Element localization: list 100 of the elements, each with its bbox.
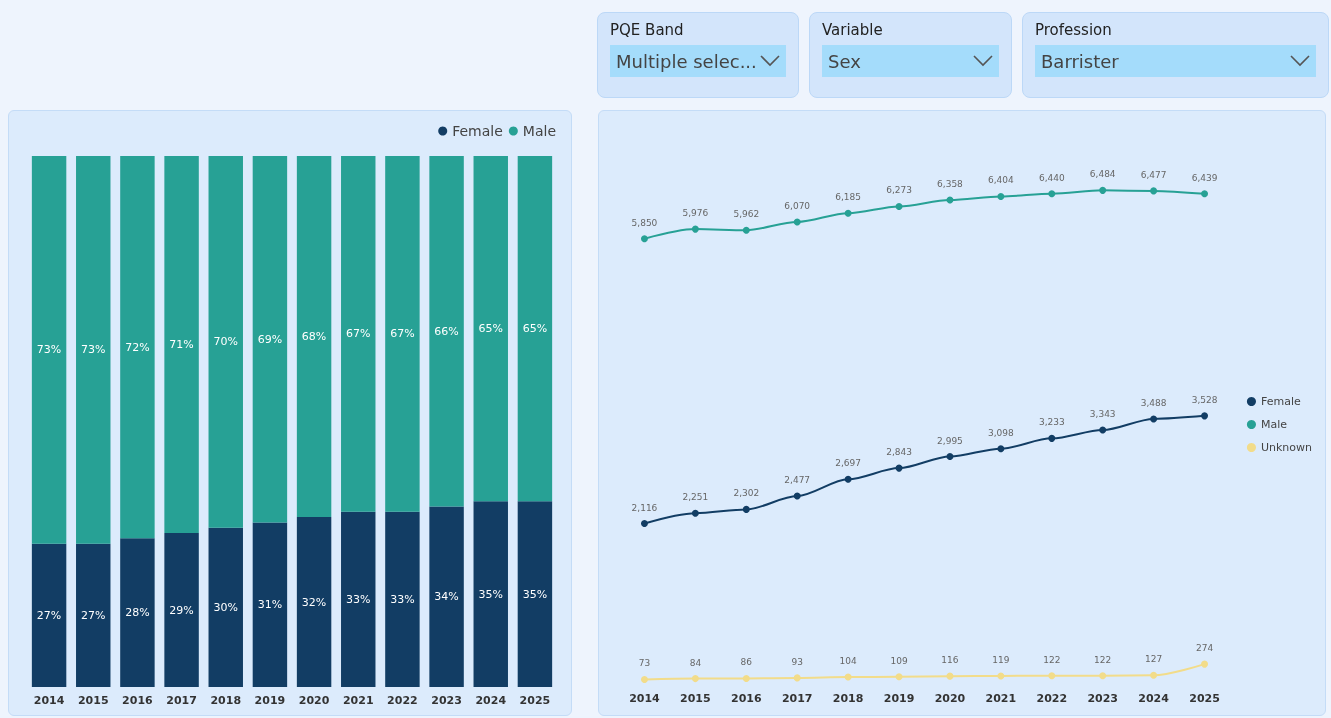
x-tick-label: 2016 bbox=[730, 692, 762, 705]
bar bbox=[164, 533, 199, 687]
bar bbox=[385, 511, 420, 687]
bar bbox=[517, 501, 553, 687]
dropdown[interactable]: Barrister bbox=[1035, 45, 1316, 77]
data-label: 33% bbox=[390, 592, 415, 606]
data-label: 93 bbox=[791, 656, 803, 667]
data-label: 2,697 bbox=[835, 458, 862, 469]
data-label: 73% bbox=[36, 343, 62, 357]
bar bbox=[341, 511, 376, 687]
point bbox=[997, 445, 1005, 453]
point bbox=[691, 675, 699, 683]
bar bbox=[385, 156, 420, 512]
x-tick-label: 2025 bbox=[519, 694, 551, 707]
point bbox=[1150, 187, 1158, 195]
point bbox=[640, 520, 648, 528]
point bbox=[844, 209, 852, 217]
data-label: 32% bbox=[301, 595, 327, 609]
point bbox=[1048, 190, 1056, 198]
bar bbox=[208, 527, 243, 687]
data-label: 67% bbox=[390, 327, 415, 341]
data-label: 2,302 bbox=[733, 488, 760, 499]
data-label: 104 bbox=[839, 656, 857, 667]
data-label: 3,343 bbox=[1089, 408, 1116, 419]
data-label: 65% bbox=[522, 322, 548, 336]
point bbox=[997, 192, 1005, 200]
bar bbox=[296, 156, 332, 518]
dropdown[interactable]: Multiple selec... bbox=[610, 45, 786, 77]
data-label: 6,358 bbox=[937, 178, 964, 189]
point bbox=[1201, 190, 1209, 198]
data-label: 73% bbox=[81, 343, 106, 357]
x-tick-label: 2023 bbox=[431, 694, 462, 707]
text: PQE Band bbox=[610, 21, 685, 39]
x-tick-label: 2022 bbox=[1036, 692, 1068, 705]
x-tick-label: 2015 bbox=[77, 694, 109, 707]
x-tick-label: 2017 bbox=[166, 694, 197, 707]
x-tick-label: 2025 bbox=[1189, 692, 1220, 705]
data-label: 3,488 bbox=[1140, 397, 1167, 408]
data-label: 119 bbox=[992, 654, 1010, 665]
data-label: 116 bbox=[941, 655, 959, 666]
point bbox=[895, 202, 903, 210]
bar bbox=[429, 506, 464, 687]
data-label: 66% bbox=[434, 324, 459, 338]
data-label: 6,440 bbox=[1038, 172, 1065, 183]
x-tick-label: 2021 bbox=[342, 694, 374, 707]
dropdown[interactable]: Sex bbox=[822, 45, 999, 77]
data-label: 2,995 bbox=[937, 435, 963, 446]
data-label: 28% bbox=[125, 606, 150, 620]
legend-label: Unknown bbox=[1260, 441, 1313, 454]
data-label: 122 bbox=[1094, 654, 1112, 665]
data-label: 33% bbox=[346, 592, 371, 606]
bar bbox=[76, 543, 111, 687]
data-label: 2,116 bbox=[631, 502, 658, 513]
point bbox=[1201, 660, 1209, 668]
data-label: 2,251 bbox=[682, 492, 709, 503]
bar bbox=[473, 156, 508, 502]
x-tick-label: 2018 bbox=[210, 694, 242, 707]
point bbox=[1099, 186, 1107, 194]
bar bbox=[31, 156, 67, 544]
data-label: 5,962 bbox=[733, 209, 760, 220]
point bbox=[640, 235, 648, 243]
data-label: 35% bbox=[478, 587, 503, 601]
data-label: 5,850 bbox=[631, 217, 658, 228]
bar bbox=[296, 517, 332, 687]
data-label: 6,439 bbox=[1191, 172, 1218, 183]
bar bbox=[120, 538, 155, 687]
point bbox=[997, 672, 1005, 680]
data-label: 68% bbox=[301, 330, 327, 344]
data-label: 71% bbox=[169, 338, 194, 352]
x-tick-label: 2024 bbox=[1138, 692, 1170, 705]
x-tick-label: 2021 bbox=[985, 692, 1017, 705]
point bbox=[742, 226, 750, 234]
point bbox=[844, 673, 852, 681]
data-label: 6,484 bbox=[1089, 169, 1116, 180]
bar bbox=[517, 156, 553, 502]
x-tick-label: 2019 bbox=[254, 694, 286, 707]
data-label: 67% bbox=[346, 327, 371, 341]
point bbox=[793, 218, 801, 226]
point bbox=[1150, 415, 1158, 423]
bar bbox=[120, 156, 155, 539]
data-label: 29% bbox=[169, 603, 194, 617]
x-tick-label: 2015 bbox=[680, 692, 711, 705]
data-label: 72% bbox=[125, 340, 150, 354]
data-label: 84 bbox=[689, 657, 702, 668]
point bbox=[1048, 672, 1056, 680]
data-label: 3,098 bbox=[987, 427, 1015, 438]
text: Variable bbox=[822, 21, 884, 39]
data-label: 30% bbox=[213, 600, 238, 614]
x-tick-label: 2016 bbox=[122, 694, 154, 707]
point bbox=[793, 674, 801, 682]
point bbox=[793, 492, 801, 500]
point bbox=[1201, 412, 1209, 420]
point bbox=[1048, 434, 1056, 442]
point bbox=[640, 675, 648, 683]
x-tick-label: 2014 bbox=[33, 694, 65, 707]
data-label: 69% bbox=[257, 332, 283, 346]
data-label: 86 bbox=[740, 657, 753, 668]
data-label: 31% bbox=[257, 598, 283, 612]
point bbox=[946, 453, 954, 461]
legend-label: Male bbox=[1260, 418, 1288, 431]
